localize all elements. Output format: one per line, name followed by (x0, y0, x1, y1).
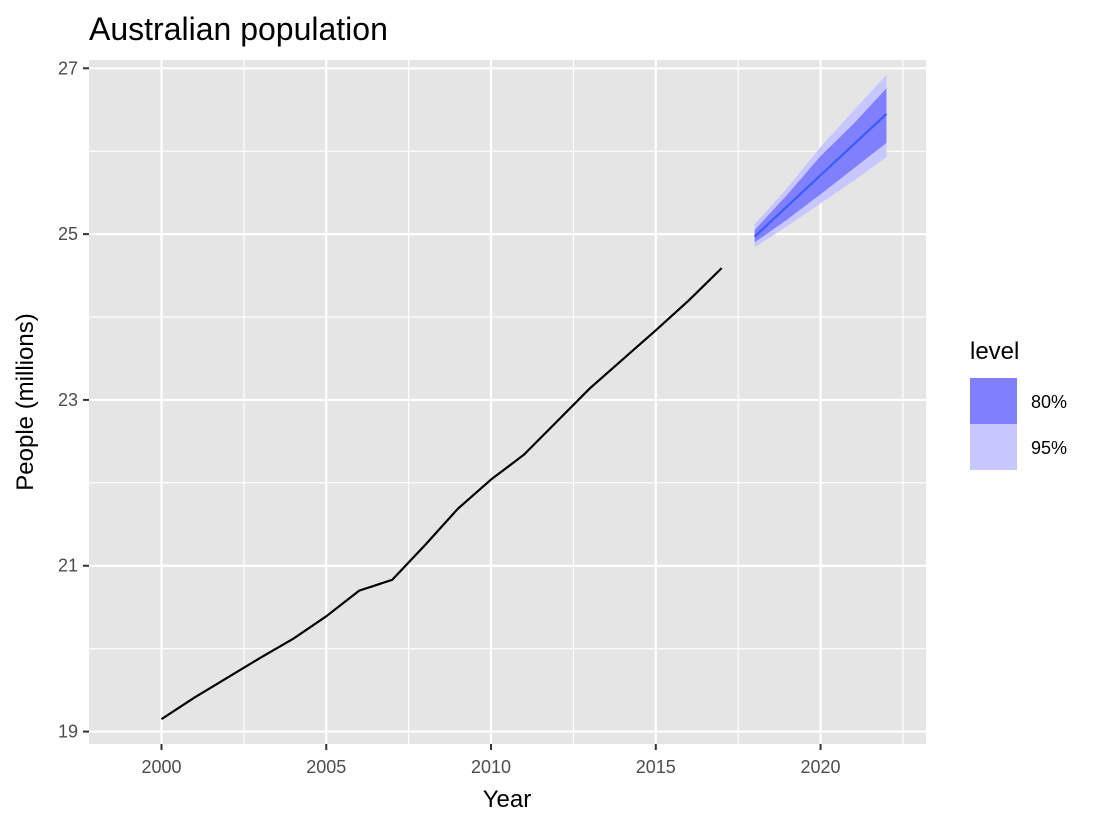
grid-major (89, 60, 926, 744)
y-tick-label: 25 (58, 224, 78, 244)
band-80 (754, 88, 887, 243)
x-axis-title: Year (483, 786, 532, 813)
grid-minor (89, 60, 926, 744)
chart-title: Australian population (89, 11, 388, 47)
x-tick-label: 2010 (471, 757, 511, 777)
legend-key (970, 378, 1017, 424)
y-tick-label: 27 (58, 58, 78, 78)
y-tick-label: 21 (58, 556, 78, 576)
legend-label: 80% (1031, 392, 1067, 412)
x-tick-label: 2015 (636, 757, 676, 777)
series-line (160, 267, 723, 721)
y-axis-title: People (millions) (12, 313, 39, 490)
forecast-bands (754, 74, 887, 248)
plot-panel (89, 60, 926, 744)
forecast-mean-line (753, 113, 888, 238)
x-tick-label: 2020 (801, 757, 841, 777)
x-tick-label: 2005 (306, 757, 346, 777)
legend: level 80% 95% (970, 338, 1067, 470)
legend-title: level (970, 338, 1019, 365)
y-tick-label: 23 (58, 390, 78, 410)
x-tick-label: 2000 (141, 757, 181, 777)
legend-label: 95% (1031, 438, 1067, 458)
x-axis: 2000 2005 2010 2015 2020 (141, 744, 841, 777)
legend-key (970, 424, 1017, 470)
series-lines (160, 113, 888, 721)
y-tick-label: 19 (58, 722, 78, 742)
y-axis: 19 21 23 25 27 (58, 58, 89, 742)
